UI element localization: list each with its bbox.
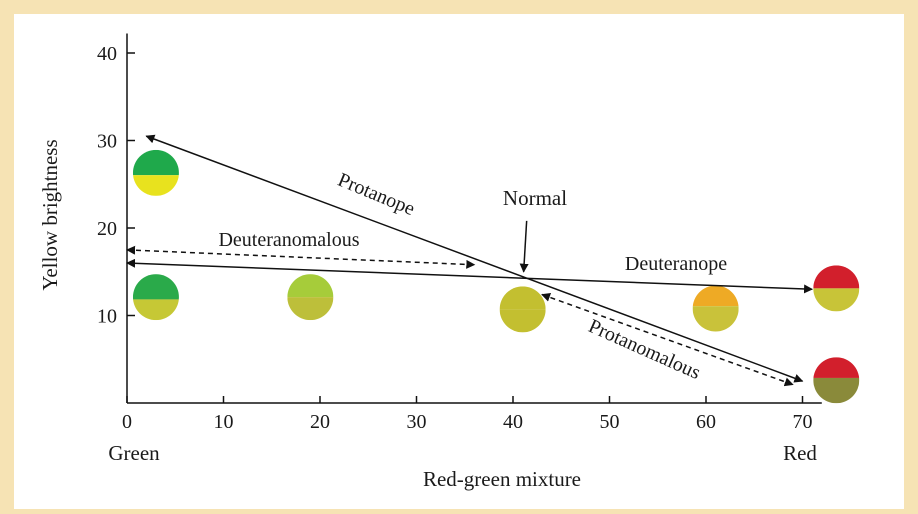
x-tick-label: 0 [122, 411, 132, 433]
color-swatch [132, 274, 179, 321]
color-swatch [132, 149, 179, 196]
y-tick-label: 30 [97, 131, 117, 153]
deuteranope-label: Deuteranope [625, 253, 727, 275]
normal-pointer-arrow [519, 220, 529, 273]
x-tick-label: 10 [214, 411, 234, 433]
y-tick-label: 40 [97, 43, 117, 65]
x-tick-label: 60 [696, 411, 716, 433]
y-axis-label: Yellow brightness [38, 139, 62, 290]
color-swatch [813, 357, 860, 404]
y-tick-label: 10 [97, 306, 117, 328]
chart-background [14, 14, 904, 509]
x-tick-label: 50 [600, 411, 620, 433]
x-tick-label: 20 [310, 411, 330, 433]
x-end-label-red: Red [783, 441, 817, 465]
x-axis-label: Red-green mixture [423, 467, 581, 491]
x-tick-label: 40 [503, 411, 523, 433]
swatch-top [813, 265, 860, 289]
color-swatch [813, 265, 860, 312]
swatch-top [813, 357, 860, 378]
x-end-label-green: Green [108, 441, 160, 465]
color-swatch [692, 285, 739, 332]
x-tick-label: 70 [793, 411, 813, 433]
deuteranomalous-line [126, 245, 476, 269]
y-tick-label: 20 [97, 218, 117, 240]
normal-label: Normal [503, 186, 567, 210]
color-swatch [499, 286, 546, 333]
deuteranomalous-label: Deuteranomalous [218, 229, 359, 251]
swatch-bottom [813, 288, 860, 312]
x-tick-label: 30 [407, 411, 427, 433]
color-swatch [287, 274, 334, 321]
